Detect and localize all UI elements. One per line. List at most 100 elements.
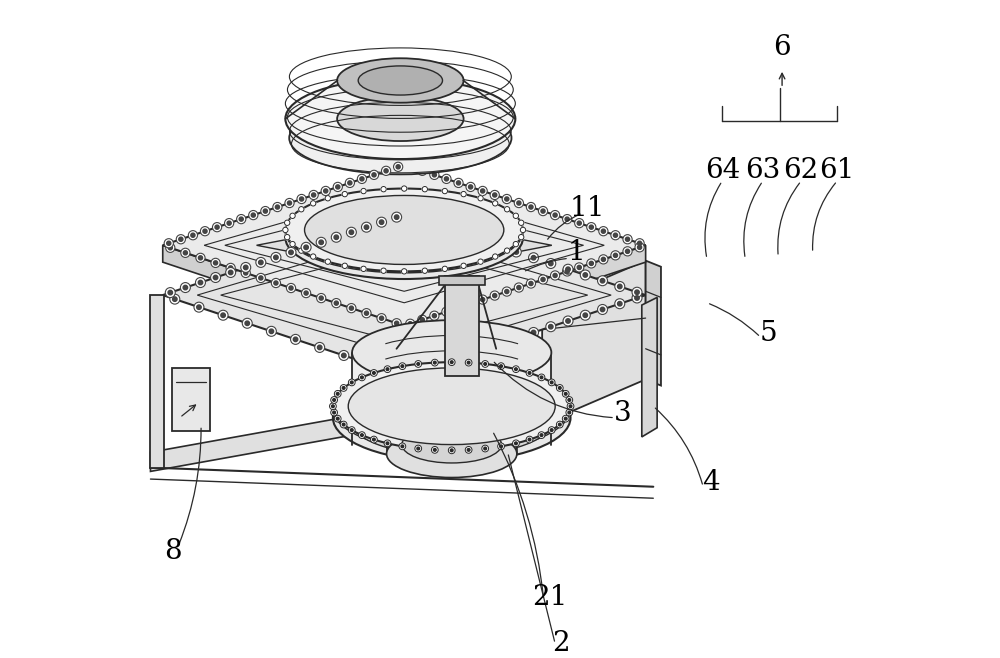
Circle shape	[359, 374, 365, 381]
Circle shape	[418, 166, 427, 176]
Circle shape	[598, 276, 608, 286]
Circle shape	[428, 221, 432, 226]
Circle shape	[290, 241, 295, 247]
Circle shape	[599, 255, 608, 264]
Circle shape	[415, 361, 422, 367]
Circle shape	[339, 351, 349, 361]
Circle shape	[442, 266, 448, 272]
Circle shape	[379, 220, 384, 224]
Circle shape	[462, 353, 467, 358]
Circle shape	[541, 209, 545, 213]
Circle shape	[369, 170, 379, 180]
Circle shape	[445, 359, 450, 363]
Polygon shape	[172, 368, 210, 431]
Circle shape	[498, 443, 504, 449]
Circle shape	[480, 238, 484, 243]
Circle shape	[550, 271, 560, 280]
Circle shape	[309, 190, 318, 199]
Circle shape	[442, 188, 448, 193]
Circle shape	[316, 238, 326, 247]
Circle shape	[379, 316, 384, 320]
Ellipse shape	[337, 97, 464, 141]
Circle shape	[478, 259, 483, 265]
Circle shape	[481, 189, 485, 193]
Circle shape	[340, 384, 347, 392]
Circle shape	[340, 421, 347, 428]
Circle shape	[345, 178, 354, 188]
Circle shape	[553, 213, 557, 217]
Circle shape	[347, 303, 356, 313]
Circle shape	[191, 233, 195, 238]
Circle shape	[408, 164, 412, 169]
Circle shape	[505, 197, 509, 201]
Text: 21: 21	[532, 584, 568, 611]
Circle shape	[478, 186, 487, 195]
Circle shape	[399, 443, 406, 449]
Circle shape	[601, 229, 605, 234]
Circle shape	[565, 217, 569, 221]
Circle shape	[361, 188, 366, 193]
Circle shape	[500, 445, 502, 447]
Circle shape	[514, 199, 523, 208]
Circle shape	[249, 211, 258, 220]
Circle shape	[538, 207, 548, 216]
Circle shape	[526, 436, 533, 443]
Circle shape	[580, 310, 590, 320]
Circle shape	[448, 447, 455, 454]
Circle shape	[563, 316, 573, 326]
Circle shape	[244, 271, 248, 275]
Circle shape	[301, 288, 311, 297]
Circle shape	[334, 415, 341, 422]
Circle shape	[549, 261, 553, 266]
Circle shape	[213, 261, 218, 265]
Circle shape	[538, 275, 548, 284]
Circle shape	[615, 282, 625, 291]
Circle shape	[259, 276, 263, 280]
Circle shape	[550, 211, 560, 220]
Circle shape	[625, 237, 630, 241]
Circle shape	[310, 201, 316, 206]
Circle shape	[183, 286, 188, 290]
Circle shape	[598, 305, 608, 315]
Ellipse shape	[285, 190, 523, 273]
Circle shape	[363, 359, 373, 368]
Circle shape	[336, 185, 340, 189]
Circle shape	[484, 363, 487, 365]
Circle shape	[638, 245, 642, 249]
Polygon shape	[163, 245, 404, 343]
Circle shape	[242, 318, 252, 328]
Circle shape	[321, 186, 330, 195]
Circle shape	[577, 265, 581, 270]
Circle shape	[180, 282, 190, 293]
Text: 5: 5	[759, 320, 777, 347]
Circle shape	[417, 447, 420, 450]
Circle shape	[504, 248, 510, 253]
Circle shape	[364, 225, 369, 230]
Circle shape	[392, 212, 402, 222]
Circle shape	[212, 222, 222, 232]
Circle shape	[577, 221, 581, 225]
Circle shape	[568, 399, 571, 401]
Circle shape	[500, 365, 502, 368]
Circle shape	[583, 313, 588, 317]
Circle shape	[563, 265, 573, 274]
Circle shape	[431, 359, 438, 366]
Circle shape	[349, 230, 354, 234]
Circle shape	[228, 270, 233, 274]
Circle shape	[359, 432, 365, 438]
Circle shape	[332, 405, 334, 407]
Circle shape	[430, 311, 439, 320]
Circle shape	[550, 381, 553, 384]
Circle shape	[198, 280, 203, 285]
Circle shape	[442, 174, 451, 184]
Ellipse shape	[387, 430, 517, 478]
Circle shape	[287, 201, 292, 205]
Polygon shape	[257, 217, 552, 274]
Circle shape	[531, 255, 536, 260]
Ellipse shape	[337, 59, 464, 103]
Polygon shape	[439, 276, 485, 285]
Circle shape	[562, 390, 569, 397]
Circle shape	[564, 417, 567, 420]
Text: 1: 1	[568, 240, 586, 266]
Circle shape	[332, 299, 341, 308]
